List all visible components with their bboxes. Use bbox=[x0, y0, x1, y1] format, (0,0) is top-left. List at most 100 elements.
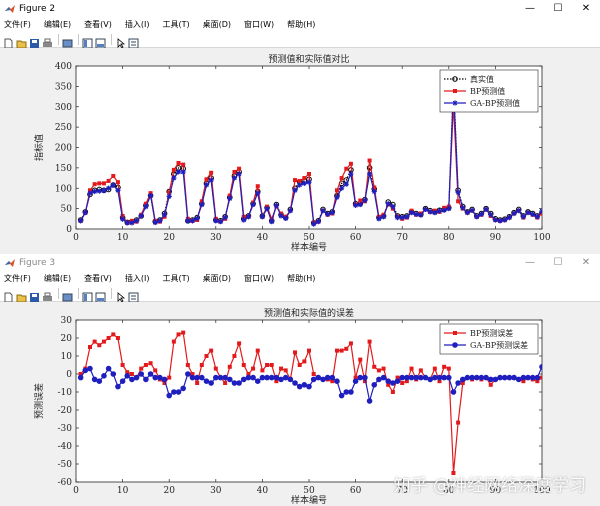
menu-tools[interactable]: 工具(T) bbox=[162, 19, 190, 29]
edit-plot-icon[interactable] bbox=[128, 34, 139, 48]
data-point bbox=[162, 381, 167, 385]
print-preview-icon[interactable] bbox=[62, 34, 73, 47]
data-point bbox=[352, 378, 359, 384]
data-point bbox=[413, 374, 419, 381]
data-point bbox=[437, 379, 442, 384]
open-folder-icon[interactable] bbox=[16, 288, 27, 302]
data-point bbox=[279, 366, 284, 371]
data-point bbox=[408, 210, 415, 216]
data-point bbox=[418, 368, 423, 373]
data-point bbox=[329, 210, 335, 216]
data-point bbox=[273, 374, 280, 381]
save-icon[interactable] bbox=[29, 34, 40, 48]
data-point bbox=[497, 218, 503, 224]
data-point bbox=[376, 376, 382, 383]
x-tick-label: 20 bbox=[163, 233, 175, 243]
y-tick-label: 300 bbox=[55, 103, 72, 113]
data-point bbox=[334, 188, 339, 193]
x-tick-label: 50 bbox=[303, 486, 315, 496]
y-tick-label: 100 bbox=[55, 184, 72, 194]
data-point bbox=[153, 368, 158, 373]
legend-label: 真实值 bbox=[470, 74, 494, 84]
data-point bbox=[143, 203, 149, 210]
close-button[interactable]: ✕ bbox=[581, 257, 591, 268]
new-file-icon[interactable] bbox=[3, 34, 14, 48]
title-bar[interactable]: Figure 2 — ☐ ✕ bbox=[0, 0, 600, 17]
data-point bbox=[386, 382, 391, 387]
data-point bbox=[441, 374, 447, 381]
menu-edit[interactable]: 编辑(E) bbox=[43, 19, 72, 29]
menu-desktop[interactable]: 桌面(D) bbox=[202, 273, 232, 283]
menu-edit[interactable]: 编辑(E) bbox=[43, 273, 72, 283]
data-point bbox=[357, 201, 363, 208]
menu-window[interactable]: 窗口(W) bbox=[244, 19, 275, 29]
menu-insert[interactable]: 插入(I) bbox=[124, 19, 150, 29]
title-bar[interactable]: Figure 3 — ☐ ✕ bbox=[0, 254, 600, 271]
menu-file[interactable]: 文件(F) bbox=[4, 273, 31, 283]
close-button[interactable]: ✕ bbox=[581, 3, 591, 14]
data-point bbox=[152, 374, 159, 381]
data-point bbox=[176, 160, 181, 165]
pointer-icon[interactable] bbox=[115, 34, 126, 49]
print-icon[interactable] bbox=[42, 34, 53, 47]
data-point bbox=[209, 170, 214, 175]
maximize-button[interactable]: ☐ bbox=[553, 3, 563, 14]
minimize-button[interactable]: — bbox=[525, 257, 535, 268]
data-point bbox=[307, 171, 311, 176]
menu-bar: 文件(F) 编辑(E) 查看(V) 插入(I) 工具(T) 桌面(D) 窗口(W… bbox=[0, 17, 600, 31]
data-point bbox=[418, 212, 424, 218]
edit-plot-icon[interactable] bbox=[128, 288, 139, 302]
property-editor-icon[interactable] bbox=[95, 288, 106, 302]
x-tick-label: 90 bbox=[490, 233, 502, 243]
data-point bbox=[87, 190, 93, 196]
menu-help[interactable]: 帮助(H) bbox=[287, 273, 316, 283]
maximize-button[interactable]: ☐ bbox=[553, 257, 563, 268]
data-point bbox=[330, 379, 335, 384]
legend-marker bbox=[452, 342, 458, 348]
data-point bbox=[525, 374, 531, 381]
minimize-button[interactable]: — bbox=[525, 3, 535, 14]
data-point bbox=[422, 206, 429, 213]
data-point bbox=[529, 374, 536, 381]
save-icon[interactable] bbox=[29, 288, 40, 302]
data-point bbox=[442, 364, 447, 369]
menu-desktop[interactable]: 桌面(D) bbox=[202, 19, 232, 29]
data-point bbox=[315, 219, 321, 225]
data-point bbox=[348, 161, 353, 166]
property-editor-icon[interactable] bbox=[95, 34, 106, 48]
data-point bbox=[148, 361, 153, 366]
menu-window[interactable]: 窗口(W) bbox=[244, 273, 275, 283]
data-point bbox=[325, 211, 331, 217]
data-point bbox=[96, 378, 103, 384]
pointer-icon[interactable] bbox=[115, 288, 126, 303]
data-point bbox=[464, 374, 471, 381]
data-point bbox=[450, 389, 457, 395]
x-tick-label: 80 bbox=[443, 233, 455, 243]
dock-figure-icon[interactable] bbox=[82, 34, 93, 48]
x-tick-label: 30 bbox=[210, 233, 222, 243]
menu-view[interactable]: 查看(V) bbox=[84, 19, 112, 29]
menu-tools[interactable]: 工具(T) bbox=[162, 273, 190, 283]
menu-help[interactable]: 帮助(H) bbox=[287, 19, 316, 29]
new-file-icon[interactable] bbox=[3, 288, 14, 302]
data-point bbox=[236, 171, 242, 177]
data-point bbox=[203, 378, 210, 384]
data-point bbox=[82, 367, 89, 374]
menu-view[interactable]: 查看(V) bbox=[84, 273, 112, 283]
menu-insert[interactable]: 插入(I) bbox=[124, 273, 150, 283]
data-point bbox=[251, 366, 256, 371]
open-folder-icon[interactable] bbox=[16, 34, 27, 48]
data-point bbox=[339, 176, 344, 181]
y-tick-label: 20 bbox=[61, 334, 73, 344]
menu-file[interactable]: 文件(F) bbox=[4, 19, 31, 29]
print-preview-icon[interactable] bbox=[62, 288, 73, 301]
print-icon[interactable] bbox=[42, 288, 53, 301]
data-point bbox=[464, 210, 471, 216]
data-point bbox=[497, 374, 503, 381]
data-point bbox=[432, 366, 437, 371]
data-point bbox=[357, 374, 364, 381]
dock-figure-icon[interactable] bbox=[82, 288, 93, 302]
data-point bbox=[371, 188, 377, 195]
figure-canvas: 0 10 20 30 40 50 60 70 80 90 100 -60 -50 -40 -30 -20 -10… bbox=[0, 302, 600, 506]
data-point bbox=[203, 182, 210, 188]
